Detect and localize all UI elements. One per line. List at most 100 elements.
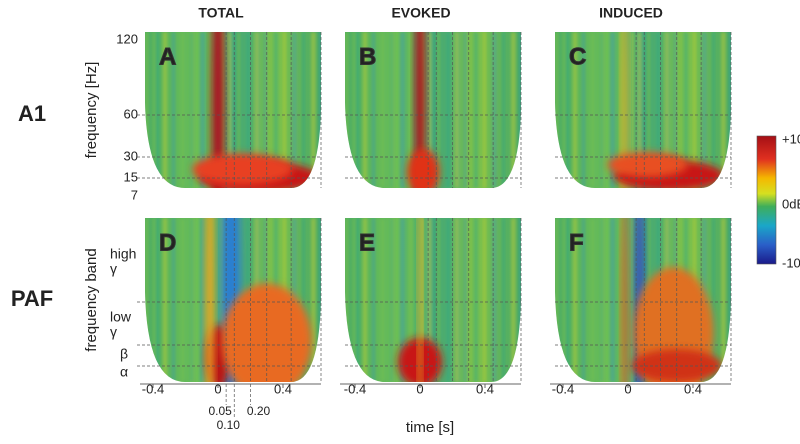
streak [619, 32, 623, 188]
streak [555, 32, 558, 188]
x-tick-label: 0.4 [476, 381, 494, 396]
heatmap [345, 32, 521, 188]
heatmap [555, 218, 731, 382]
streak [600, 32, 604, 188]
row-label: PAF [11, 286, 53, 311]
streak [237, 32, 240, 188]
streak [400, 32, 405, 188]
streak [145, 32, 148, 188]
streak [372, 218, 375, 382]
streak [218, 218, 221, 382]
streak [520, 218, 521, 382]
panel-letter: B [359, 43, 376, 70]
streak [675, 32, 680, 188]
streak [520, 32, 521, 188]
streak [381, 32, 386, 188]
streak [474, 218, 478, 382]
streak [721, 32, 726, 188]
blob [418, 218, 422, 382]
streak [200, 32, 205, 188]
streak [693, 32, 696, 188]
streak [628, 218, 631, 382]
spectrogram [137, 32, 322, 188]
streak [564, 218, 569, 382]
streak [345, 32, 348, 188]
streak [200, 218, 205, 382]
streak [464, 32, 467, 188]
streak [564, 32, 569, 188]
streak [363, 32, 367, 188]
blob [212, 32, 224, 188]
streak [400, 218, 405, 382]
streak [610, 32, 615, 188]
row-label: A1 [18, 101, 46, 126]
streak [619, 218, 623, 382]
x-tick-label: 0 [624, 381, 631, 396]
streak [311, 32, 316, 188]
x-axis-title: time [s] [406, 419, 454, 436]
streak [409, 32, 413, 188]
streak [591, 218, 596, 382]
blob [621, 218, 628, 382]
y-axis-title: frequency band [83, 248, 100, 351]
spectrogram [137, 218, 322, 382]
streak [163, 32, 167, 188]
streak [320, 218, 321, 382]
panel-letter: A [159, 43, 176, 70]
streak [492, 218, 497, 382]
x-tick-label: 0.4 [684, 381, 702, 396]
streak [390, 32, 394, 188]
heatmap [145, 32, 321, 188]
streak [629, 218, 634, 382]
streak [274, 32, 278, 188]
streak [483, 32, 486, 188]
streak [573, 32, 577, 188]
streak [265, 32, 270, 188]
streak [181, 32, 186, 188]
y-band-label: α [120, 364, 128, 380]
streak [455, 32, 459, 188]
streak [264, 32, 267, 188]
colorbar-label: +10 [782, 131, 800, 146]
streak [283, 32, 286, 188]
streak [712, 218, 715, 382]
streak [255, 32, 259, 188]
colorbar-label: 0dB [782, 196, 800, 211]
streak [353, 218, 356, 382]
y-band-label: γ [110, 261, 117, 277]
heatmap [345, 218, 521, 382]
streak [320, 32, 321, 188]
streak [721, 218, 726, 382]
y-axis-title: frequency [Hz] [83, 62, 100, 159]
streak [656, 32, 661, 188]
streak [712, 32, 715, 188]
streak [190, 218, 194, 382]
streak [665, 32, 669, 188]
streak [563, 218, 566, 382]
x-tick-label: 0.4 [274, 381, 292, 396]
x-tick-label: -0.4 [552, 381, 574, 396]
streak [684, 32, 688, 188]
streak [610, 218, 615, 382]
streak [582, 218, 585, 382]
streak [354, 218, 359, 382]
streak [465, 32, 470, 188]
y-tick-label: 120 [116, 31, 138, 46]
streak [409, 218, 413, 382]
column-title: EVOKED [391, 5, 450, 21]
streak [502, 218, 505, 382]
streak [464, 218, 467, 382]
streak [502, 32, 505, 188]
streak [730, 32, 731, 188]
streak [446, 218, 451, 382]
column-title: TOTAL [198, 5, 244, 21]
spectrogram [345, 218, 522, 382]
colorbar-label: -10 [782, 255, 800, 270]
streak [702, 32, 707, 188]
y-tick-label: 7 [131, 187, 138, 202]
streak [172, 218, 175, 382]
streak [311, 218, 316, 382]
streak [474, 32, 478, 188]
streak [492, 32, 497, 188]
